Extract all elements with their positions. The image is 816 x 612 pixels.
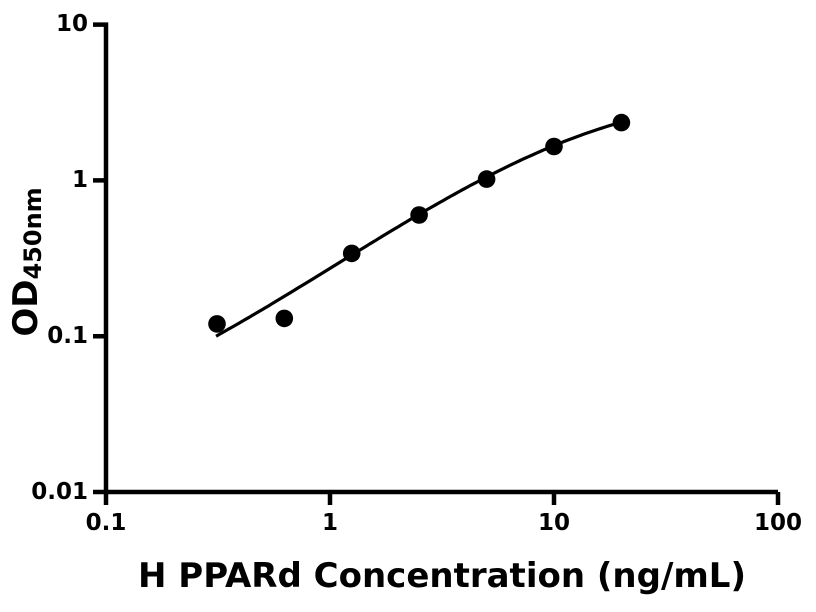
y-tick-label: 0.01 [31, 478, 88, 505]
y-tick-label: 1 [71, 166, 88, 193]
data-point-marker [342, 244, 361, 263]
x-tick-label: 100 [753, 510, 802, 536]
x-tick-label: 0.1 [85, 510, 127, 536]
fit-curve [215, 120, 622, 338]
x-tick-label: 1 [321, 510, 338, 536]
data-point-marker [275, 309, 294, 328]
axes-spines-and-ticks [93, 22, 781, 505]
data-point-marker [612, 113, 631, 132]
y-tick-label: 10 [55, 11, 88, 38]
y-tick-label: 0.1 [47, 322, 88, 349]
y-axis-title-main: OD [6, 279, 46, 337]
data-point-marker [410, 206, 428, 224]
data-point-marker [477, 170, 496, 188]
y-axis-title: OD 450nm [4, 187, 48, 336]
y-axis-title-subscript: 450nm [19, 187, 47, 280]
data-point-marker [208, 315, 226, 333]
x-tick-label: 10 [537, 510, 570, 536]
data-point-marker [545, 137, 563, 156]
x-axis-title: H PPARd Concentration (ng/mL) [137, 556, 746, 596]
